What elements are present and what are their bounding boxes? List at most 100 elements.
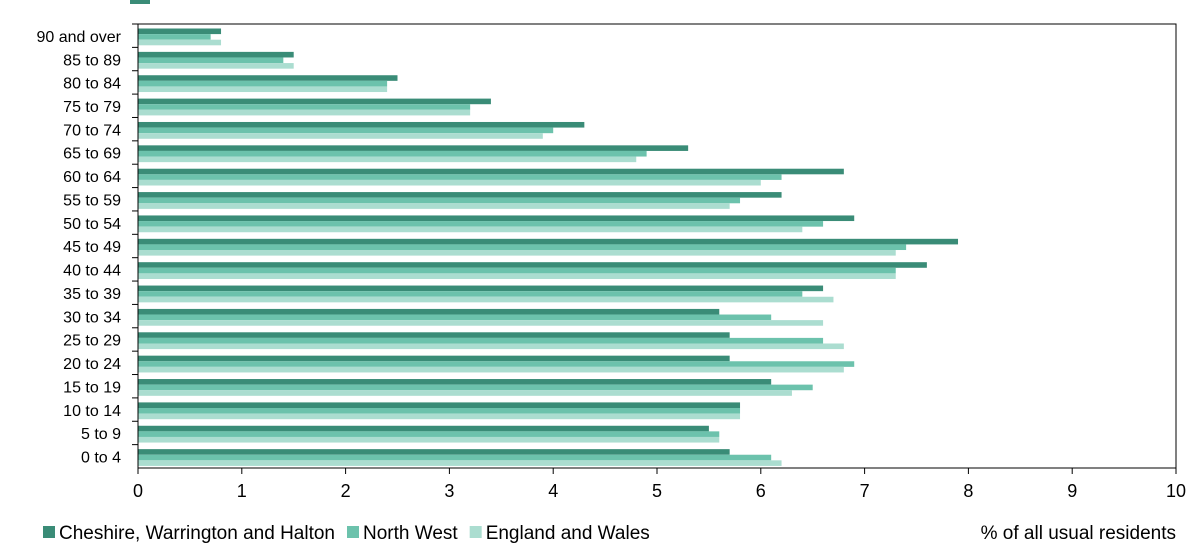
y-tick-label: 40 to 44 [63, 263, 121, 280]
legend-label: North West [363, 523, 458, 544]
bar-cwh-25-to-29 [138, 332, 730, 338]
bar-cwh-40-to-44 [138, 262, 927, 268]
bar-england-wales-30-to-34 [138, 320, 824, 326]
bar-cwh-10-to-14 [138, 402, 741, 408]
y-tick-label: 30 to 34 [63, 309, 121, 326]
y-tick-label: 90 and over [36, 29, 121, 46]
bar-england-wales-5-to-9 [138, 436, 720, 443]
bar-north-west-40-to-44 [138, 267, 896, 274]
bar-north-west-65-to-69 [138, 150, 647, 157]
legend-swatch [43, 526, 55, 538]
y-tick-label: 80 to 84 [63, 76, 121, 93]
y-tick-label: 0 to 4 [81, 450, 121, 467]
bar-england-wales-10-to-14 [138, 413, 741, 420]
bar-north-west-90-and-over [138, 34, 211, 40]
x-tick-label: 2 [341, 481, 351, 501]
y-tick-label: 65 to 69 [63, 146, 121, 163]
x-tick-label: 10 [1166, 481, 1186, 501]
bar-cwh-75-to-79 [138, 98, 491, 105]
bar-north-west-15-to-19 [138, 384, 813, 391]
bar-england-wales-70-to-74 [138, 133, 543, 139]
bar-england-wales-75-to-79 [138, 109, 471, 116]
bar-england-wales-90-and-over [138, 39, 222, 46]
x-tick-label: 8 [963, 481, 973, 501]
bar-cwh-80-to-84 [138, 75, 398, 81]
bar-north-west-25-to-29 [138, 337, 824, 344]
bar-england-wales-20-to-24 [138, 366, 844, 373]
y-tick-label: 50 to 54 [63, 216, 121, 233]
y-tick-label: 75 to 79 [63, 99, 121, 116]
x-tick-label: 9 [1067, 481, 1077, 501]
y-tick-label: 5 to 9 [81, 426, 121, 443]
bar-north-west-70-to-74 [138, 127, 554, 134]
legend-label: Cheshire, Warrington and Halton [59, 523, 335, 544]
bar-cwh-45-to-49 [138, 238, 959, 245]
bar-north-west-30-to-34 [138, 314, 772, 321]
y-tick-label: 20 to 24 [63, 356, 121, 373]
y-tick-label: 70 to 74 [63, 122, 121, 139]
x-axis-label: % of all usual residents [981, 523, 1176, 544]
bar-england-wales-60-to-64 [138, 179, 761, 186]
bar-england-wales-85-to-89 [138, 63, 294, 69]
bar-cwh-5-to-9 [138, 425, 709, 432]
x-tick-label: 5 [652, 481, 662, 501]
legend-label: England and Wales [486, 523, 650, 544]
x-axis: 0 1 2 3 4 5 6 7 8 9 10 [133, 468, 1186, 501]
bar-cwh-0-to-4 [138, 449, 730, 455]
y-axis: 0 to 4 5 to 9 10 to 14 15 to 19 20 to 24 25 t… [36, 23, 139, 468]
bar-cwh-70-to-74 [138, 121, 585, 128]
bar-england-wales-0-to-4 [138, 460, 782, 466]
bar-cwh-60-to-64 [138, 168, 844, 175]
bar-north-west-35-to-39 [138, 291, 803, 297]
bar-north-west-5-to-9 [138, 431, 720, 437]
bar-england-wales-80-to-84 [138, 86, 388, 93]
bar-north-west-55-to-59 [138, 197, 741, 204]
bar-cwh-20-to-24 [138, 355, 730, 362]
bar-england-wales-35-to-39 [138, 296, 834, 303]
bar-cwh-90-and-over [138, 28, 222, 35]
bar-cwh-15-to-19 [138, 379, 772, 385]
bar-cwh-55-to-59 [138, 192, 782, 198]
bar-north-west-45-to-49 [138, 244, 907, 251]
bar-north-west-0-to-4 [138, 454, 772, 461]
bar-north-west-75-to-79 [138, 104, 471, 110]
y-tick-label: 10 to 14 [63, 403, 121, 420]
bar-cwh-30-to-34 [138, 308, 720, 315]
bar-england-wales-15-to-19 [138, 390, 792, 396]
bar-cwh-35-to-39 [138, 285, 824, 292]
y-tick-label: 15 to 19 [63, 379, 121, 396]
y-tick-label: 85 to 89 [63, 52, 121, 69]
x-tick-label: 0 [133, 481, 143, 501]
bar-england-wales-45-to-49 [138, 250, 896, 256]
y-tick-label: 45 to 49 [63, 239, 121, 256]
bars-group [138, 28, 959, 466]
y-tick-label: 25 to 29 [63, 333, 121, 350]
bar-cwh-50-to-54 [138, 215, 855, 222]
legend-swatch [469, 526, 482, 538]
x-tick-label: 3 [444, 481, 454, 501]
title-remnant [130, 0, 150, 4]
x-tick-label: 4 [548, 481, 558, 501]
bar-england-wales-50-to-54 [138, 226, 803, 233]
legend: Cheshire, Warrington and Halton North Wes… [43, 523, 650, 544]
bar-england-wales-65-to-69 [138, 156, 637, 163]
x-tick-label: 1 [237, 481, 247, 501]
legend-swatch [347, 526, 359, 538]
bar-england-wales-40-to-44 [138, 273, 896, 279]
bar-north-west-80-to-84 [138, 80, 388, 87]
y-tick-label: 60 to 64 [63, 169, 121, 186]
y-tick-label: 55 to 59 [63, 192, 121, 209]
bar-north-west-50-to-54 [138, 221, 824, 227]
bar-north-west-10-to-14 [138, 407, 741, 414]
bar-cwh-65-to-69 [138, 145, 689, 151]
bar-north-west-60-to-64 [138, 174, 782, 180]
bar-north-west-20-to-24 [138, 361, 855, 367]
bar-england-wales-55-to-59 [138, 203, 730, 209]
x-tick-label: 7 [860, 481, 870, 501]
x-tick-label: 6 [756, 481, 766, 501]
bar-england-wales-25-to-29 [138, 343, 844, 350]
bar-north-west-85-to-89 [138, 57, 284, 64]
bar-cwh-85-to-89 [138, 51, 294, 58]
y-tick-label: 35 to 39 [63, 286, 121, 303]
